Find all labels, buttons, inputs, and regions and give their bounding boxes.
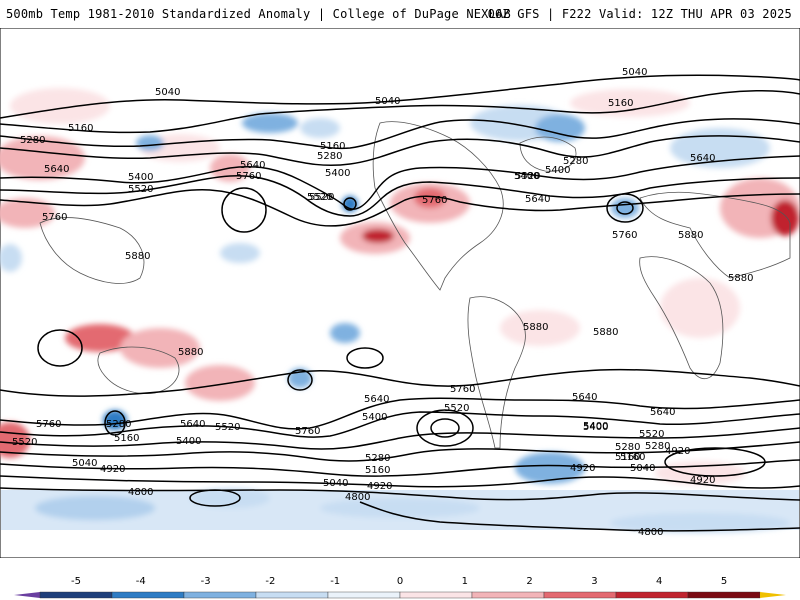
colorbar-segment — [399, 591, 473, 599]
contour-label: 5160 — [365, 465, 390, 476]
header-bar: 500mb Temp 1981-2010 Standardized Anomal… — [0, 0, 800, 28]
anomaly-map: 5040 5040 5040 5160 5160 5160 5280 5280 … — [0, 28, 800, 558]
contour-label: 5760 — [422, 195, 447, 206]
contour-label: 5880 — [678, 230, 703, 241]
contour-label: 5400 — [176, 436, 201, 447]
contour-label: 5520 — [215, 422, 240, 433]
contour-label: 5160 — [114, 433, 139, 444]
contour-label: 5760 — [236, 171, 261, 182]
colorbar-segment — [111, 591, 185, 599]
colorbar-segment — [615, 591, 689, 599]
colorbar-tick-label: 1 — [462, 576, 468, 587]
colorbar-swatches — [14, 591, 786, 599]
contour-label: 5280 — [365, 453, 390, 464]
colorbar-tick-label: -2 — [265, 576, 275, 587]
colorbar-tick-label: -1 — [330, 576, 340, 587]
colorbar-segment — [687, 591, 761, 599]
colorbar-tick-label: 2 — [526, 576, 532, 587]
south-blue-band — [1, 490, 799, 530]
contour-label: 5760 — [450, 384, 475, 395]
colorbar-tick-labels: -5 -4 -3 -2 -1 0 1 2 3 4 5 — [71, 576, 727, 587]
colorbar-tick-label: 4 — [656, 576, 662, 587]
map-title: 500mb Temp 1981-2010 Standardized Anomal… — [6, 7, 511, 21]
colorbar-tick-label: 5 — [721, 576, 727, 587]
contour-label: 5400 — [128, 172, 153, 183]
colorbar-segment — [471, 591, 545, 599]
contour-label: 5880 — [593, 327, 618, 338]
contour-label: 5520 — [639, 429, 664, 440]
contour-label: 5640 — [180, 419, 205, 430]
contour-label: 4800 — [128, 487, 153, 498]
contour-label: 5520 — [444, 403, 469, 414]
contour-label: 5400 — [325, 168, 350, 179]
model-run-info: 06Z GFS | F222 Valid: 12Z THU APR 03 202… — [487, 7, 792, 21]
colorbar-segment — [255, 591, 329, 599]
colorbar-segment — [39, 591, 113, 599]
colorbar-tick-label: -5 — [71, 576, 81, 587]
contour-label: 5520 — [309, 192, 334, 203]
contour-label: 5160 — [608, 98, 633, 109]
contour-label: 5400 — [545, 165, 570, 176]
contour-label: 5520 — [12, 437, 37, 448]
contour-label: 5280 — [20, 135, 45, 146]
contour-label: 5280 — [317, 151, 342, 162]
contour-label: 5160 — [68, 123, 93, 134]
contour-label: 4920 — [100, 464, 125, 475]
contour-label: 5640 — [650, 407, 675, 418]
contour-label: 5640 — [364, 394, 389, 405]
contour-label: 5880 — [125, 251, 150, 262]
contour-label: 5280 — [615, 442, 640, 453]
contour-label: 5040 — [375, 96, 400, 107]
colorbar-tick-label: -4 — [136, 576, 146, 587]
contour-label: 4800 — [638, 527, 663, 538]
contour-labels: 5040 5040 5040 5160 5160 5160 5280 5280 … — [12, 67, 753, 538]
contour-label: 5640 — [690, 153, 715, 164]
colorbar-tick-label: 0 — [397, 576, 403, 587]
contour-label: 5040 — [323, 478, 348, 489]
contour-label: 5280 — [645, 441, 670, 452]
contour-label: 5880 — [523, 322, 548, 333]
contour-label: 5640 — [240, 160, 265, 171]
contour-label: 4920 — [690, 475, 715, 486]
contour-label: 5760 — [42, 212, 67, 223]
colorbar-max-extend — [760, 592, 786, 598]
contour-label: 5640 — [44, 164, 69, 175]
colorbar-segment — [183, 591, 257, 599]
colorbar-segment — [327, 591, 401, 599]
contour-label: 5400 — [514, 171, 539, 182]
contour-label: 5040 — [622, 67, 647, 78]
height-contours — [0, 74, 800, 532]
colorbar-tick-label: -3 — [201, 576, 211, 587]
contour-label: 5400 — [583, 421, 608, 432]
contour-label: 5520 — [515, 171, 540, 182]
contour-label: 5400 — [583, 422, 608, 433]
contour-label: 5160 — [620, 452, 645, 463]
contour-label: 4920 — [367, 481, 392, 492]
colorbar: -5 -4 -3 -2 -1 0 1 2 3 4 5 — [14, 576, 786, 599]
contour-label: 5640 — [572, 392, 597, 403]
contour-label: 5880 — [728, 273, 753, 284]
contour-label: 5040 — [155, 87, 180, 98]
contour-label: 5520 — [128, 184, 153, 195]
contour-label: 4920 — [665, 446, 690, 457]
contour-label: 5400 — [362, 412, 387, 423]
colorbar-segment — [543, 591, 617, 599]
contour-label: 5520 — [307, 192, 332, 203]
contour-label: 5280 — [106, 419, 131, 430]
contour-label: 4800 — [345, 492, 370, 503]
contour-label: 5640 — [525, 194, 550, 205]
contour-label: 5040 — [72, 458, 97, 469]
colorbar-tick-label: 3 — [591, 576, 597, 587]
contour-label: 5880 — [178, 347, 203, 358]
contour-label: 5760 — [295, 426, 320, 437]
contour-label: 5160 — [615, 452, 640, 463]
contour-label: 5760 — [612, 230, 637, 241]
contour-label: 5280 — [563, 156, 588, 167]
contour-label: 5160 — [320, 141, 345, 152]
contour-label: 5760 — [36, 419, 61, 430]
colorbar-min-extend — [14, 592, 40, 598]
contour-label: 4920 — [570, 463, 595, 474]
contour-label: 5040 — [630, 463, 655, 474]
